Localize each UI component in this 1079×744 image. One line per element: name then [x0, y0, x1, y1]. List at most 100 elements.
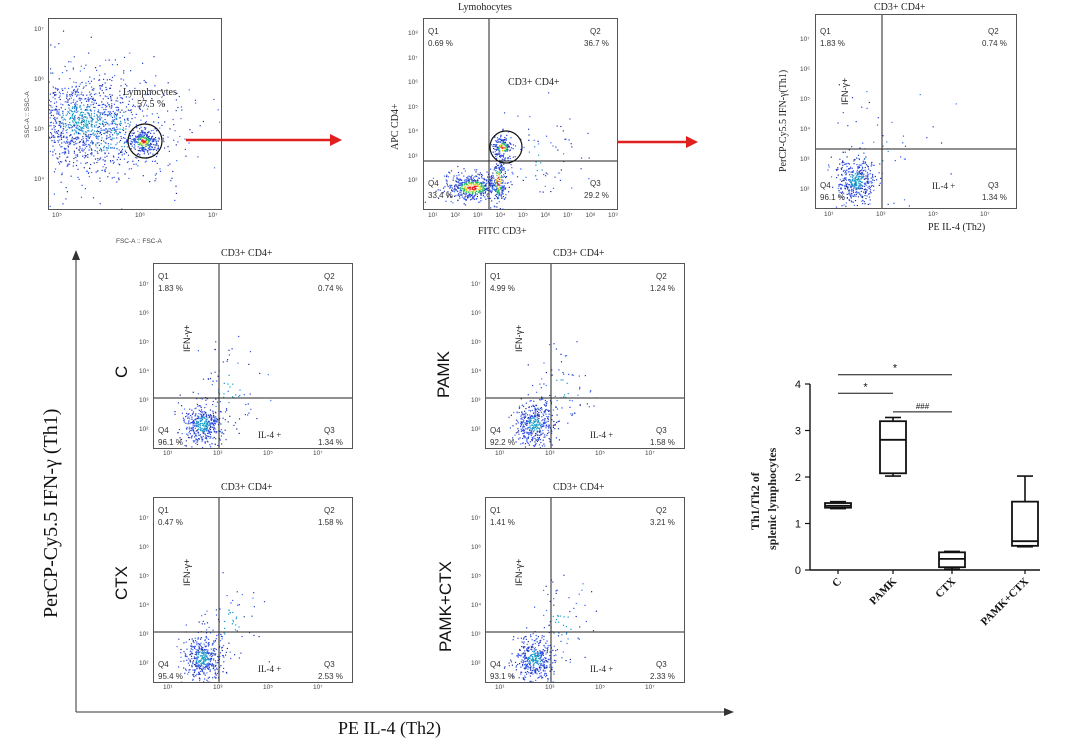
- lymph-xaxis-label: FSC-A :: FSC-A: [116, 238, 162, 245]
- box-PAMK+CTX: [1011, 475, 1039, 548]
- box-C: [824, 500, 852, 510]
- panel-ytick: 10²: [471, 660, 481, 667]
- q3-value: 1.34 %: [982, 193, 1007, 202]
- panel-xtick: 10¹: [495, 684, 505, 691]
- q3-value: 1.58 %: [650, 438, 675, 447]
- panel-ytick: 10⁶: [471, 310, 481, 317]
- panel-title: CD3+ CD4+: [221, 248, 273, 259]
- il4-label: IL-4 +: [590, 430, 614, 440]
- overview-xaxis-label: PE IL-4 (Th2): [928, 222, 986, 233]
- overview-scatter-panel: Q1 1.83 % Q2 0.74 % Q3 1.34 % Q4 96.1 % …: [815, 14, 1017, 209]
- ov-ytick: 10⁴: [800, 126, 811, 133]
- q1-label: Q1: [428, 27, 439, 36]
- box-PAMK: [879, 416, 907, 477]
- q1-label: Q1: [158, 506, 169, 515]
- panel-ytick: 10³: [471, 631, 481, 638]
- panel-dots-sparse: [527, 341, 598, 424]
- lymph-xtick: 10⁵: [52, 212, 62, 219]
- lymphocyte-gate: [127, 123, 163, 159]
- lymph-ytick: 10⁵: [34, 126, 44, 133]
- cd3cd4-gate-label: CD3+ CD4+: [508, 77, 560, 88]
- panel-xtick: 10⁷: [313, 684, 323, 691]
- q2-value: 0.74 %: [318, 284, 343, 293]
- box-ytick-label: 1: [795, 519, 801, 531]
- q3-value: 2.53 %: [318, 672, 343, 681]
- q1-label: Q1: [490, 272, 501, 281]
- ov-ytick: 10³: [800, 156, 810, 163]
- panel-xtick: 10¹: [163, 450, 173, 457]
- panel-ytick: 10⁵: [471, 573, 481, 580]
- panel-ytick: 10⁴: [471, 602, 482, 609]
- panel-title: CD3+ CD4+: [553, 482, 605, 493]
- box-category-label: PAMK: [867, 575, 899, 607]
- q3-label: Q3: [324, 426, 335, 435]
- q1-value: 0.69 %: [428, 39, 453, 48]
- q4-label: Q4: [490, 426, 501, 435]
- cd34-ytick: 10⁶: [408, 79, 418, 86]
- q3-label: Q3: [590, 179, 601, 188]
- panel-ytick: 10⁴: [471, 368, 482, 375]
- q2-value: 0.74 %: [982, 39, 1007, 48]
- box-body: [938, 551, 966, 569]
- lymph-xtick: 10⁶: [135, 212, 145, 219]
- q2-label: Q2: [656, 272, 667, 281]
- panel-pamk: Q1 4.99 % Q2 1.24 % Q3 1.58 % Q4 92.2 % IL-4 + IF…: [485, 263, 685, 449]
- q3-label: Q3: [988, 181, 999, 190]
- cd34-xtick: 10⁸: [585, 212, 596, 219]
- panel-xtick: 10³: [545, 684, 555, 691]
- q2-value: 3.21 %: [650, 518, 675, 527]
- panel-dots-sparse: [530, 574, 597, 673]
- panel-ytick: 10²: [139, 426, 149, 433]
- q2-label: Q2: [324, 272, 335, 281]
- panel-title: CD3+ CD4+: [221, 482, 273, 493]
- panel-ytick: 10⁵: [139, 339, 149, 346]
- panel-xtick: 10⁵: [595, 450, 605, 457]
- panel-ytick: 10²: [471, 426, 481, 433]
- box-ytick-label: 3: [795, 426, 801, 438]
- q3-label: Q3: [656, 426, 667, 435]
- q2-value: 1.24 %: [650, 284, 675, 293]
- cd34-ytick: 10⁴: [408, 128, 419, 135]
- lymph-xtick: 10⁷: [208, 212, 218, 219]
- significance-label: *: [893, 363, 898, 375]
- panel-plot-pamkctx: [486, 498, 684, 682]
- panel-plot-pamk: [486, 264, 684, 448]
- ov-dots: [827, 142, 883, 208]
- q4-value: 95.4 %: [158, 672, 183, 681]
- box-ytick-label: 4: [795, 379, 801, 391]
- cd34-xtick: 10¹: [428, 212, 438, 219]
- cd34-xtick: 10⁵: [518, 212, 528, 219]
- panel-ytick: 10⁷: [471, 515, 481, 522]
- cd3cd4-gate: [489, 130, 523, 164]
- lymph-ytick: 10⁷: [34, 26, 44, 33]
- cd3cd4-title: Lymohocytes: [458, 2, 512, 13]
- q4-value: 93.1 %: [490, 672, 515, 681]
- q1-label: Q1: [820, 27, 831, 36]
- ov-ytick: 10⁶: [800, 66, 810, 73]
- q4-label: Q4: [158, 426, 169, 435]
- panel-xtick: 10⁷: [313, 450, 323, 457]
- panel-ytick: 10⁵: [471, 339, 481, 346]
- panel-dots: [176, 620, 228, 682]
- q1-value: 4.99 %: [490, 284, 515, 293]
- panel-xtick: 10⁵: [263, 450, 273, 457]
- il4-label: IL-4 +: [258, 664, 282, 674]
- q4-label: Q4: [490, 660, 501, 669]
- ov-ytick: 10²: [800, 186, 810, 193]
- box-body: [1011, 500, 1039, 547]
- panel-pamkctx: Q1 1.41 % Q2 3.21 % Q3 2.33 % Q4 93.1 % IL-4 + IF…: [485, 497, 685, 683]
- q3-value: 29.2 %: [584, 191, 609, 200]
- q2-label: Q2: [324, 506, 335, 515]
- cd34-xtick: 10⁷: [563, 212, 573, 219]
- cd34-ytick: 10³: [408, 152, 418, 160]
- il4-label: IL-4 +: [258, 430, 282, 440]
- q4-value: 96.1 %: [158, 438, 183, 447]
- boxplot-ylabel-line2: splenic lymphocytes: [765, 447, 779, 550]
- q4-label: Q4: [820, 181, 831, 190]
- cd3cd4-xaxis-label: FITC CD3+: [478, 226, 527, 237]
- panel-ytick: 10⁷: [139, 281, 149, 288]
- q3-label: Q3: [656, 660, 667, 669]
- q1-value: 1.83 %: [820, 39, 845, 48]
- panel-ctx: Q1 0.47 % Q2 1.58 % Q3 2.53 % Q4 95.4 % IL-4 + IF…: [153, 497, 353, 683]
- boxplot-ylabel-line1: Th1/Th2 of: [748, 472, 762, 530]
